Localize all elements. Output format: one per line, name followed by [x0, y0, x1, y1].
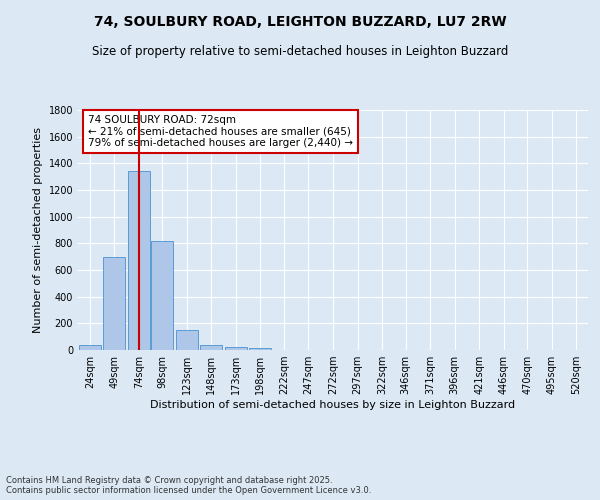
Bar	[225, 348, 247, 350]
Bar	[79, 345, 101, 350]
Text: Size of property relative to semi-detached houses in Leighton Buzzard: Size of property relative to semi-detach…	[92, 45, 508, 58]
Bar	[103, 256, 125, 350]
Bar	[151, 242, 173, 350]
Bar	[176, 330, 198, 350]
Bar	[128, 172, 150, 350]
Text: 74, SOULBURY ROAD, LEIGHTON BUZZARD, LU7 2RW: 74, SOULBURY ROAD, LEIGHTON BUZZARD, LU7…	[94, 15, 506, 29]
X-axis label: Distribution of semi-detached houses by size in Leighton Buzzard: Distribution of semi-detached houses by …	[151, 400, 515, 410]
Bar	[200, 345, 223, 350]
Y-axis label: Number of semi-detached properties: Number of semi-detached properties	[33, 127, 43, 333]
Text: Contains HM Land Registry data © Crown copyright and database right 2025.
Contai: Contains HM Land Registry data © Crown c…	[6, 476, 371, 495]
Text: 74 SOULBURY ROAD: 72sqm
← 21% of semi-detached houses are smaller (645)
79% of s: 74 SOULBURY ROAD: 72sqm ← 21% of semi-de…	[88, 115, 353, 148]
Bar	[250, 348, 271, 350]
